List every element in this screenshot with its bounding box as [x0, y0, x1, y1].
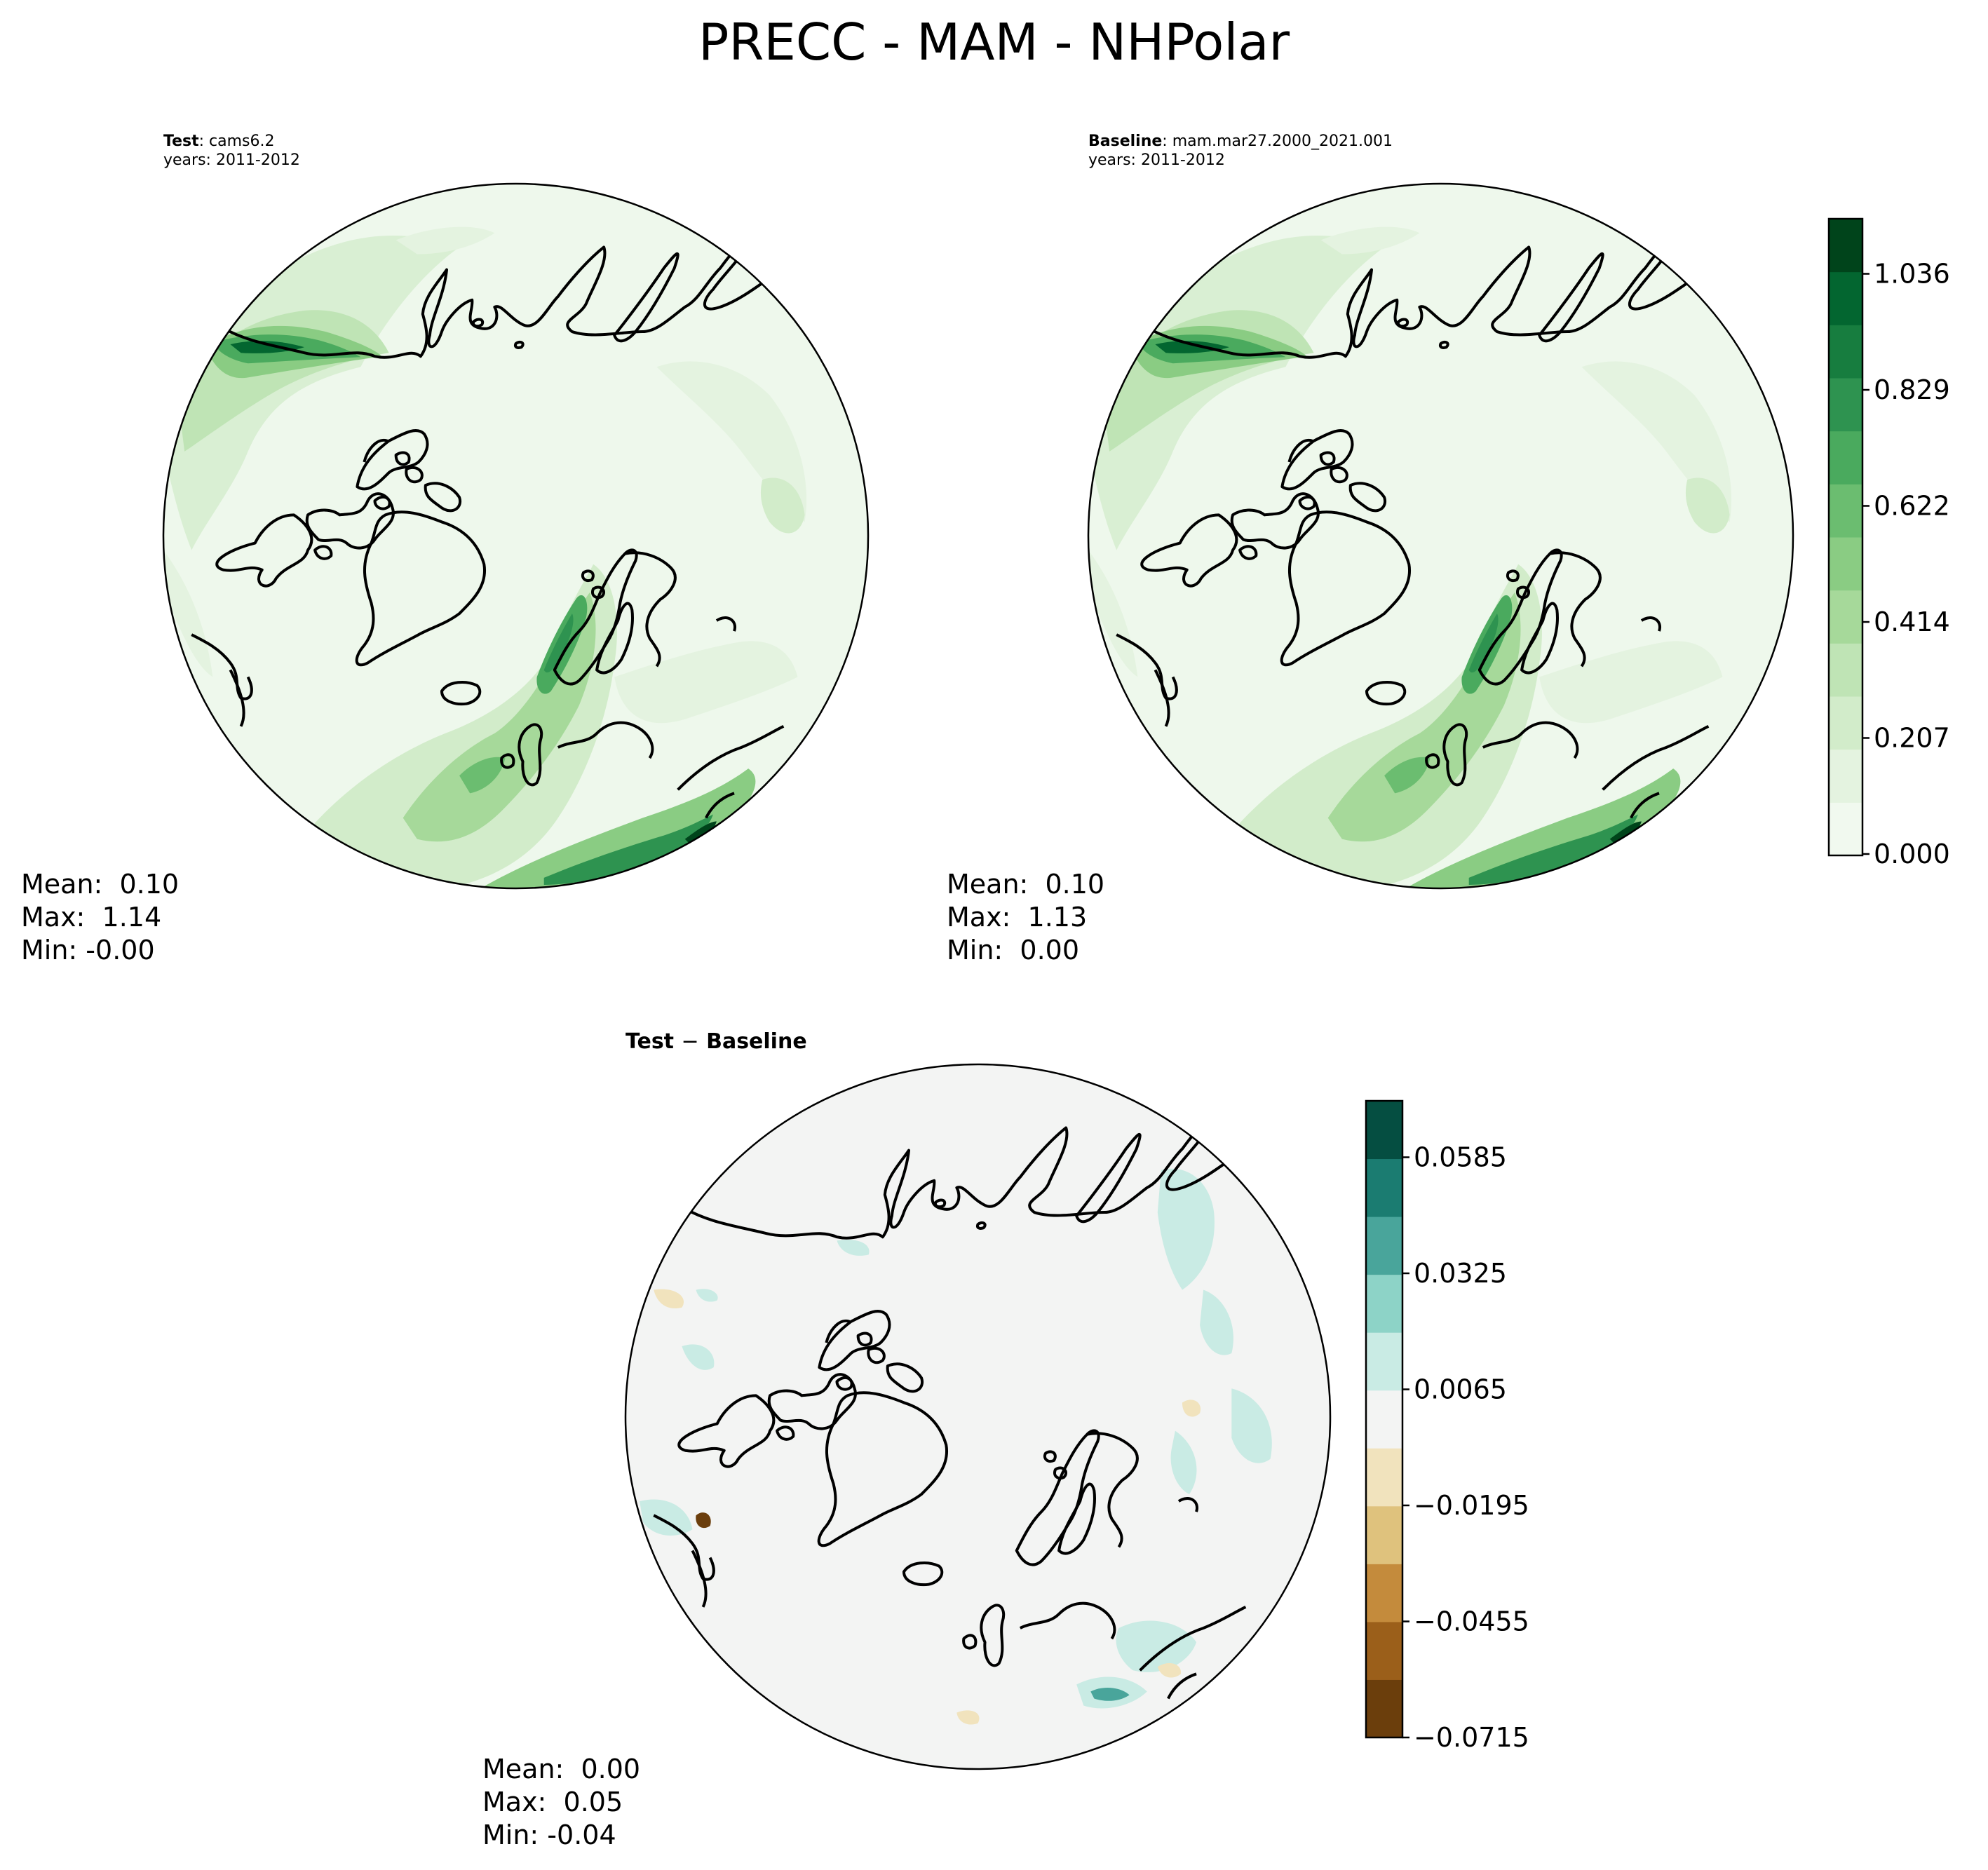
diff-panel-title: Test − Baseline	[626, 1029, 807, 1054]
test-years: years: 2011-2012	[163, 151, 300, 169]
colorbar-diff-tick-label: −0.0195	[1414, 1490, 1529, 1521]
colorbar-main-color-level	[1829, 643, 1862, 697]
baseline-years: years: 2011-2012	[1088, 151, 1225, 169]
diff-title-test: Test	[626, 1029, 675, 1054]
colorbar-main-color-level	[1829, 696, 1862, 750]
colorbar-main: 0.000 0.207 0.414 0.622 0.829 1.036	[1827, 217, 1950, 869]
colorbar-main-color-level	[1829, 219, 1862, 273]
colorbar-main-color-level	[1829, 378, 1862, 432]
colorbar-diff-tick-label: 0.0325	[1414, 1258, 1507, 1289]
colorbar-diff-color-level	[1366, 1158, 1402, 1217]
colorbar-main-color-level	[1829, 590, 1862, 644]
colorbar-diff-frame	[1365, 1099, 1404, 1739]
baseline-label-key: Baseline	[1088, 133, 1163, 150]
test-stat-mean: Mean: 0.10	[21, 869, 180, 900]
baseline-map	[1087, 182, 1794, 890]
colorbar-diff-color-level	[1366, 1679, 1402, 1738]
colorbar-diff-color-level	[1366, 1621, 1402, 1680]
test-label-key: Test	[163, 133, 199, 150]
test-map	[162, 182, 870, 890]
baseline-label-value: mam.mar27.2000_2021.001	[1172, 133, 1393, 150]
colorbar-main-color-level	[1829, 749, 1862, 803]
colorbar-main-color-level	[1829, 802, 1862, 856]
colorbar-diff-color-level	[1366, 1390, 1402, 1449]
diff-stat-min: Min: -0.04	[482, 1820, 616, 1850]
baseline-stats: Mean: 0.10 Max: 1.13 Min: 0.00	[947, 868, 1104, 967]
baseline-label-colon: :	[1162, 133, 1172, 150]
colorbar-main-tick-label: 0.207	[1874, 723, 1950, 754]
colorbar-main-color-level	[1829, 325, 1862, 379]
colorbar-main-color-level	[1829, 484, 1862, 538]
colorbar-main-tick-label: 0.829	[1874, 374, 1950, 405]
colorbar-main-color-level	[1829, 431, 1862, 485]
test-stat-min: Min: -0.00	[21, 935, 155, 966]
baseline-stat-max: Max: 1.13	[947, 902, 1088, 933]
diff-stat-max: Max: 0.05	[482, 1787, 623, 1817]
colorbar-main-tick-label: 0.622	[1874, 491, 1950, 522]
colorbar-main-color-level	[1829, 271, 1862, 325]
colorbar-main-tick-label: 0.000	[1874, 839, 1950, 869]
test-case-label: Test: cams6.2 years: 2011-2012	[163, 132, 300, 170]
colorbar-main-tick-label: 0.414	[1874, 607, 1950, 637]
baseline-stat-min: Min: 0.00	[947, 935, 1079, 966]
colorbar-diff-color-level	[1366, 1274, 1402, 1333]
colorbar-diff-tick-label: −0.0715	[1414, 1722, 1529, 1753]
diff-map	[624, 1063, 1332, 1770]
diff-stat-mean: Mean: 0.00	[482, 1754, 641, 1784]
diff-title-minus: −	[681, 1029, 699, 1054]
test-label-colon: :	[198, 133, 210, 150]
colorbar-diff-color-level	[1366, 1332, 1402, 1391]
colorbar-main-tick-label: 1.036	[1874, 259, 1950, 290]
figure-title: PRECC - MAM - NHPolar	[698, 13, 1290, 72]
colorbar-diff-tick-label: 0.0585	[1414, 1142, 1507, 1173]
test-stats: Mean: 0.10 Max: 1.14 Min: -0.00	[21, 868, 179, 967]
colorbar-diff-color-level	[1366, 1448, 1402, 1507]
colorbar-diff-color-level	[1366, 1564, 1402, 1622]
colorbar-diff-color-level	[1366, 1217, 1402, 1275]
test-stat-max: Max: 1.14	[21, 902, 162, 933]
colorbar-diff-tick-label: 0.0065	[1414, 1374, 1507, 1405]
colorbar-diff-tick-label: −0.0455	[1414, 1606, 1529, 1637]
colorbar-main-color-level	[1829, 537, 1862, 591]
baseline-case-label: Baseline: mam.mar27.2000_2021.001 years:…	[1088, 132, 1393, 170]
colorbar-diff-color-level	[1366, 1101, 1402, 1160]
test-label-value: cams6.2	[209, 133, 275, 150]
colorbar-diff-color-level	[1366, 1505, 1402, 1564]
baseline-stat-mean: Mean: 0.10	[947, 869, 1105, 900]
diff-stats: Mean: 0.00 Max: 0.05 Min: -0.04	[482, 1753, 640, 1852]
colorbar-main-frame	[1827, 217, 1864, 857]
diff-title-baseline: Baseline	[706, 1029, 807, 1054]
colorbar-diff: −0.0715 −0.0455 −0.0195 0.0065 0.0325 0.0585	[1365, 1099, 1529, 1753]
